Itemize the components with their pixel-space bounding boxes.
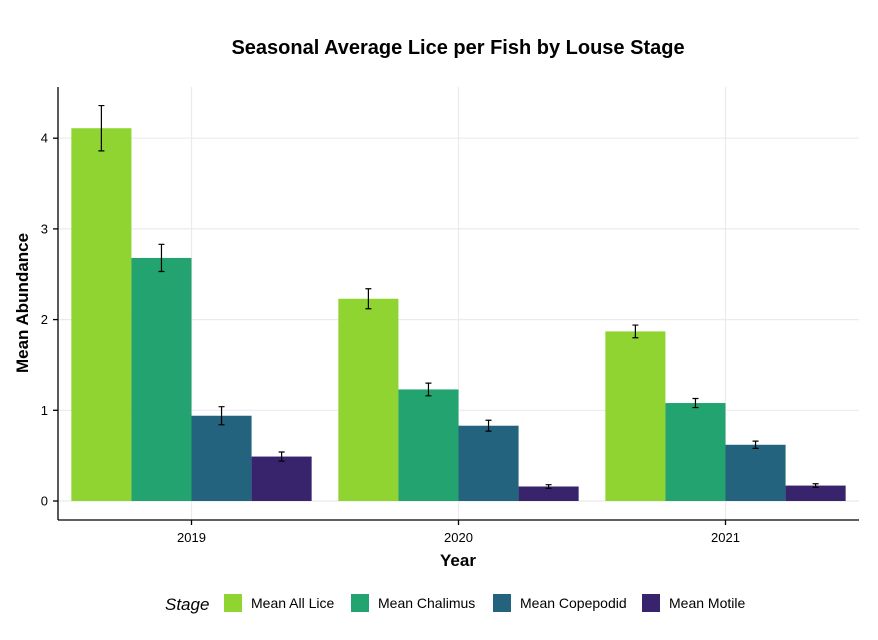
bar [518, 486, 579, 501]
x-tick-label: 2020 [444, 530, 473, 545]
legend-swatch [351, 594, 369, 612]
error-bar [278, 451, 285, 462]
legend-title: Stage [165, 595, 209, 614]
bar [338, 298, 399, 501]
y-axis-ticks: 0 1 2 3 4 [41, 131, 58, 509]
bar [725, 444, 786, 501]
bars [71, 128, 846, 501]
error-bar [632, 324, 639, 339]
legend-label: Mean Copepodid [520, 595, 627, 611]
legend: Stage Mean All Lice Mean Chalimus Mean Cop… [165, 594, 745, 614]
x-axis-ticks: 2019 2020 2021 [177, 520, 740, 545]
bar [131, 257, 192, 501]
bar [191, 415, 252, 501]
y-tick-label: 3 [41, 221, 48, 236]
error-bar [98, 104, 105, 152]
y-tick-label: 0 [41, 494, 48, 509]
bar [71, 128, 132, 501]
legend-label: Mean Chalimus [378, 595, 475, 611]
error-bar [425, 382, 432, 397]
legend-label: Mean All Lice [251, 595, 334, 611]
error-bar [365, 288, 372, 310]
bar [398, 389, 459, 501]
y-tick-label: 1 [41, 403, 48, 418]
bar [605, 331, 666, 501]
chart-title: Seasonal Average Lice per Fish by Louse … [231, 37, 684, 59]
bar [251, 456, 312, 501]
x-tick-label: 2019 [177, 530, 206, 545]
error-bar [692, 397, 699, 409]
legend-swatch [493, 594, 511, 612]
legend-swatch [642, 594, 660, 612]
error-bars [98, 104, 819, 489]
error-bar [218, 406, 225, 426]
x-tick-label: 2021 [711, 530, 740, 545]
bar [665, 403, 726, 501]
bar [458, 425, 519, 501]
bar [785, 485, 846, 501]
legend-label: Mean Motile [669, 595, 745, 611]
error-bar [158, 243, 165, 273]
error-bar [812, 483, 819, 488]
error-bar [485, 419, 492, 432]
legend-swatch [224, 594, 242, 612]
error-bar [545, 484, 552, 489]
error-bar [752, 440, 759, 449]
y-tick-label: 4 [41, 131, 48, 146]
x-axis-title: Year [440, 551, 476, 570]
y-tick-label: 2 [41, 312, 48, 327]
y-axis-title: Mean Abundance [13, 233, 32, 373]
